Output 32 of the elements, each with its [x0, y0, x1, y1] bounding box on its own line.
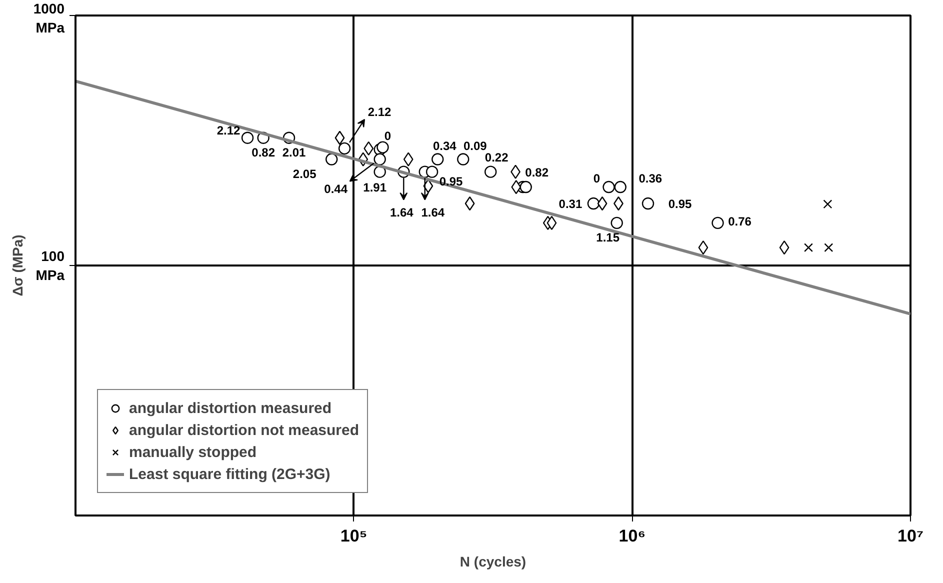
annotation: 2.05: [292, 166, 317, 181]
annotation: 1.15: [596, 230, 620, 244]
annotation: 0.09: [463, 138, 488, 153]
x-axis-title: N (cycles): [460, 554, 526, 570]
y-tick-label: 100 MPa: [36, 248, 65, 284]
legend-label: angular distortion measured: [129, 400, 332, 416]
annotation: 2.12: [368, 104, 392, 119]
annotation: 0.95: [668, 197, 692, 212]
annotation: 1.64: [421, 205, 445, 220]
legend-label: Least square fitting (2G+3G): [129, 466, 330, 482]
annotation: 0.76: [728, 214, 752, 228]
y-axis-title: Δσ (MPa): [9, 234, 26, 296]
annotation: 1.91: [363, 180, 387, 194]
annotation: 0.44: [324, 182, 348, 196]
x-tick-label: 10⁶: [618, 526, 646, 546]
annotation: 0.82: [252, 145, 276, 160]
annotation: 0.31: [558, 197, 582, 212]
y-tick-label: 1000 MPa: [33, 0, 65, 36]
annotation: 0: [593, 172, 600, 186]
annotation: 0.95: [439, 174, 464, 188]
legend-label: angular distortion not measured: [129, 422, 360, 438]
annotation: 1.64: [390, 205, 414, 220]
annotation: 2.12: [216, 123, 241, 138]
annotation: 0.36: [638, 172, 662, 186]
legend-label: manually stopped: [129, 444, 257, 460]
annotation: 0.34: [432, 138, 457, 153]
annotation: 0.22: [484, 150, 509, 164]
annotation: 2.01: [282, 145, 306, 160]
annotation: 0.82: [525, 166, 549, 180]
x-tick-label: 10⁷: [898, 526, 924, 546]
annotation: 0: [384, 128, 392, 143]
x-tick-label: 10⁵: [340, 526, 368, 546]
